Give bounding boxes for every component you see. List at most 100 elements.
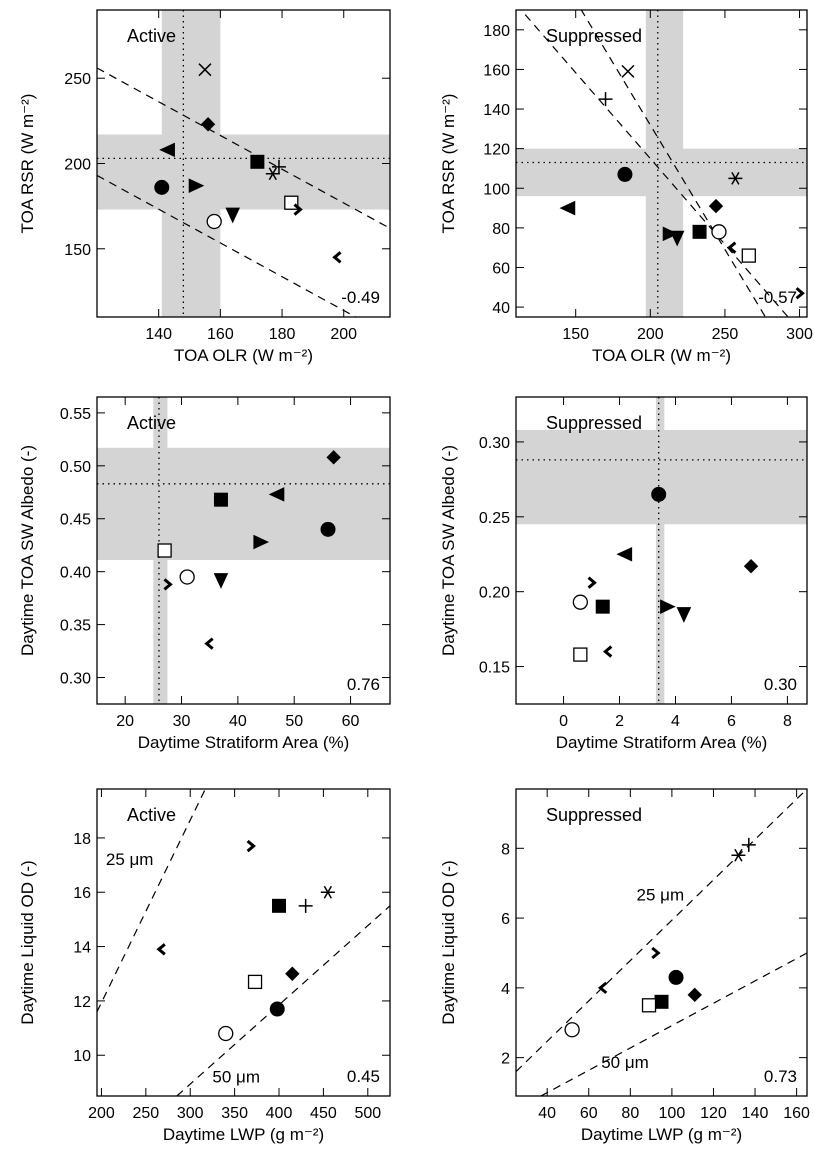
plot-area [97,789,390,1096]
data-point-square [213,492,228,507]
x-tick-label: 40 [538,1105,556,1122]
data-point-tri-left [559,200,576,216]
x-tick-label: 250 [712,326,739,343]
correlation-value: 0.45 [347,1067,380,1086]
x-axis-label: Daytime Stratiform Area (%) [138,733,350,752]
data-point-tri-down [669,230,685,247]
y-tick-label: 12 [73,994,91,1011]
data-point-x [621,64,635,78]
reference-line-1 [97,789,207,1013]
y-tick-label: 80 [492,221,510,238]
panel-label: Suppressed [546,26,642,46]
y-tick-label: 160 [483,62,510,79]
y-tick-label: 4 [501,981,510,998]
data-point-circle [269,1001,285,1017]
data-point-tri-right [660,599,676,614]
x-tick-label: 100 [659,1105,686,1122]
y-tick-label: 16 [73,885,91,902]
x-tick-label: 200 [88,1105,115,1122]
y-axis-label: Daytime TOA SW Albedo (-) [18,445,37,656]
reference-line-label: 50 μm [212,1067,260,1086]
correlation-value: 0.73 [764,1067,797,1086]
data-point-square [692,224,707,239]
x-tick-label: 20 [116,713,134,730]
y-tick-label: 0.35 [60,618,91,635]
data-point-open-square [157,543,172,558]
x-axis-label: TOA OLR (W m⁻²) [592,346,731,365]
x-tick-label: 200 [637,326,664,343]
x-tick-label: 150 [562,326,589,343]
x-axis-label: Daytime LWP (g m⁻²) [163,1125,324,1144]
data-point-plus [598,92,613,107]
x-tick-label: 350 [221,1105,248,1122]
data-point-diamond [687,987,702,1003]
reference-line-2 [176,905,390,1096]
data-point-open-left [332,251,342,264]
data-point-circle [668,969,684,985]
data-point-open-left [602,645,613,658]
data-point-plus [298,898,313,913]
reference-line-1 [520,10,789,317]
data-point-open-left [727,241,737,254]
data-point-tri-right [662,226,679,242]
data-point-open-left [156,943,166,956]
plot-area [516,789,807,1096]
data-point-open-circle [179,569,195,585]
data-point-x [198,63,212,77]
data-point-open-right [246,839,256,853]
y-axis-label: TOA RSR (W m⁻²) [18,94,37,234]
data-point-open-right [293,203,303,216]
obs-x-band [655,397,665,704]
data-point-diamond [743,559,759,574]
x-tick-label: 400 [266,1105,293,1122]
y-tick-label: 0.55 [60,406,91,423]
y-tick-label: 150 [64,242,91,259]
correlation-value: 0.30 [764,675,797,694]
data-point-open-square [641,998,657,1013]
reference-line-1 [516,789,807,1073]
plot-frame [515,9,808,318]
scatter-panel-6: 40 60 80 100 120 140 160 2 4 6 8 Daytime LWP (g m⁻²… [439,788,810,1144]
data-point-open-square [741,248,756,263]
scatter-panel-1: 140 160 180 200 150 200 250 TOA OLR (W m⁻²) TOA … [18,9,391,365]
data-point-diamond [326,450,341,465]
data-point-square [250,154,265,169]
data-point-open-circle [711,224,727,240]
y-tick-label: 60 [492,260,510,277]
correlation-value: 0.76 [347,675,380,694]
y-axis-label: Daytime Liquid OD (-) [439,860,458,1024]
x-tick-label: 250 [132,1105,159,1122]
x-tick-label: 120 [700,1105,727,1122]
y-tick-label: 10 [73,1048,91,1065]
data-point-asterisk [320,885,335,899]
data-point-open-right [795,287,805,300]
data-point-square [595,599,610,614]
reference-line-2 [580,10,767,317]
y-tick-label: 120 [483,142,510,159]
data-point-open-right [651,946,661,960]
data-point-plus [271,159,286,174]
obs-y-band [97,447,390,561]
x-tick-label: 300 [177,1105,204,1122]
x-axis-label: Daytime Stratiform Area (%) [556,733,768,752]
data-point-open-left [597,981,608,995]
x-tick-label: 450 [310,1105,337,1122]
plot-area [516,10,807,317]
y-tick-label: 0.30 [60,671,91,688]
reference-line-label: 25 μm [637,886,685,905]
y-tick-label: 0.20 [479,585,510,602]
y-tick-label: 250 [64,71,91,88]
data-point-square [272,898,287,913]
data-point-tri-left [268,487,285,502]
data-point-circle [651,486,667,502]
scatter-panel-5: 200 250 300 350 400 450 500 10 12 14 16 18 Daytime L… [18,788,391,1144]
scatter-panel-3: 20 30 40 50 60 0.30 0.35 0.40 0.45 0.50 0.55 Daytim… [18,396,391,752]
plot-area [516,397,807,704]
data-point-tri-right [253,534,270,550]
x-tick-label: 4 [671,713,680,730]
data-point-asterisk [265,167,280,181]
y-axis-label: Daytime Liquid OD (-) [18,860,37,1024]
y-tick-label: 200 [64,157,91,174]
data-point-open-left [204,637,214,650]
panel-label: Active [127,413,176,433]
